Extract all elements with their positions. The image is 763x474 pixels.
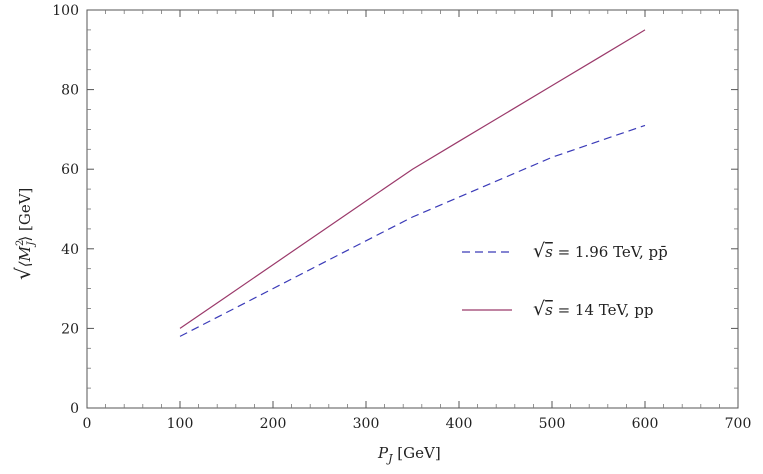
- x-tick-label: 400: [446, 416, 473, 432]
- legend-s: s: [545, 243, 553, 261]
- y-tick-label: 80: [61, 83, 79, 99]
- x-tick-label: 500: [539, 416, 566, 432]
- x-tick-label: 100: [167, 416, 194, 432]
- axis-ticks: [86, 9, 739, 409]
- x-tick-label: 200: [260, 416, 287, 432]
- legend-rest: = 1.96 TeV, pp̄: [553, 243, 668, 261]
- legend: √s = 1.96 TeV, pp̄√s = 14 TeV, pp: [462, 240, 668, 320]
- x-tick-label: 600: [632, 416, 659, 432]
- x-tick-label: 700: [725, 416, 752, 432]
- y-axis-label-close: ⟩: [16, 236, 34, 242]
- x-axis-label: PJ [GeV]: [377, 444, 441, 465]
- legend-root: √: [533, 240, 546, 262]
- series-line-solid: [179, 29, 646, 329]
- x-tick-label: 300: [353, 416, 380, 432]
- legend-label: √s = 14 TeV, pp: [533, 298, 653, 320]
- y-axis-label-unit: [GeV]: [16, 188, 34, 236]
- y-tick-label: 0: [70, 401, 79, 417]
- y-axis-label: √⟨M2J⟩ [GeV]: [11, 188, 37, 280]
- legend-s: s: [545, 301, 553, 319]
- legend-rest: = 14 TeV, pp: [553, 301, 654, 319]
- tick-labels: 0 100 200 300 400 500 600 700 0 20 40 60 80 100: [52, 3, 751, 432]
- y-tick-label: 40: [61, 242, 79, 258]
- y-axis-label-sub: J: [26, 241, 37, 248]
- legend-label: √s = 1.96 TeV, pp̄: [533, 240, 668, 262]
- y-tick-label: 60: [61, 162, 79, 178]
- plot-frame: [86, 9, 739, 409]
- y-axis-label-sup: 2: [15, 240, 26, 246]
- x-axis-label-sub: J: [386, 452, 393, 465]
- x-tick-label: 0: [83, 416, 92, 432]
- y-axis-label-inner: ⟨M: [16, 245, 34, 267]
- series-line-dashed: [179, 124, 646, 337]
- x-axis-label-unit: [GeV]: [393, 444, 441, 462]
- y-axis-label-root: √: [11, 267, 35, 280]
- x-axis-label-main: P: [377, 444, 389, 462]
- y-tick-label: 20: [61, 321, 79, 337]
- series-layer: [179, 29, 646, 337]
- y-axis-label-group: √⟨M2J⟩ [GeV]: [11, 188, 37, 280]
- y-tick-label: 100: [52, 3, 79, 19]
- legend-root: √: [533, 298, 546, 320]
